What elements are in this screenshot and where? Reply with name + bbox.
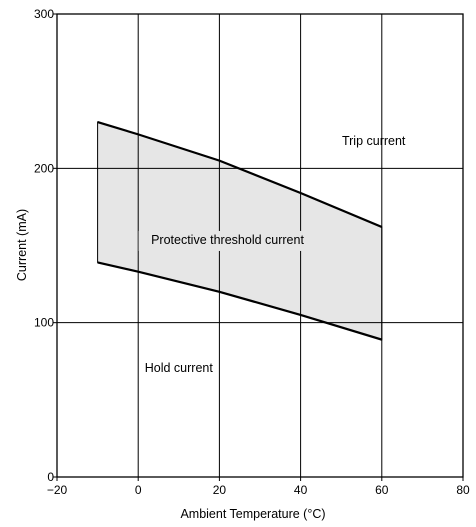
y-tick-label: 200 <box>34 161 54 175</box>
trip-current-line <box>97 120 383 228</box>
annotation-layer: Trip current Protective threshold current… <box>138 134 406 375</box>
plot-frame-layer <box>53 13 464 481</box>
band-label-backdrop <box>138 230 317 251</box>
y-tick-label: 100 <box>34 316 54 330</box>
x-tick-label: 0 <box>135 483 142 497</box>
x-tick-label: 60 <box>375 483 389 497</box>
x-tick-label: −20 <box>47 483 68 497</box>
hold-current-annotation: Hold current <box>145 361 214 375</box>
plot-frame <box>56 13 464 478</box>
trip-current-annotation: Trip current <box>342 134 406 148</box>
x-tick-label: 80 <box>456 483 470 497</box>
hold-current-line <box>97 261 383 341</box>
x-axis-label: Ambient Temperature (°C) <box>180 507 325 521</box>
x-tick-label: 40 <box>294 483 308 497</box>
y-axis-label: Current (mA) <box>15 209 29 281</box>
series-layer <box>97 120 383 341</box>
y-tick-label: 0 <box>47 470 54 484</box>
y-tick-label: 300 <box>34 7 54 21</box>
protective-threshold-current-annotation: Protective threshold current <box>151 233 304 247</box>
x-tick-label: 20 <box>213 483 227 497</box>
